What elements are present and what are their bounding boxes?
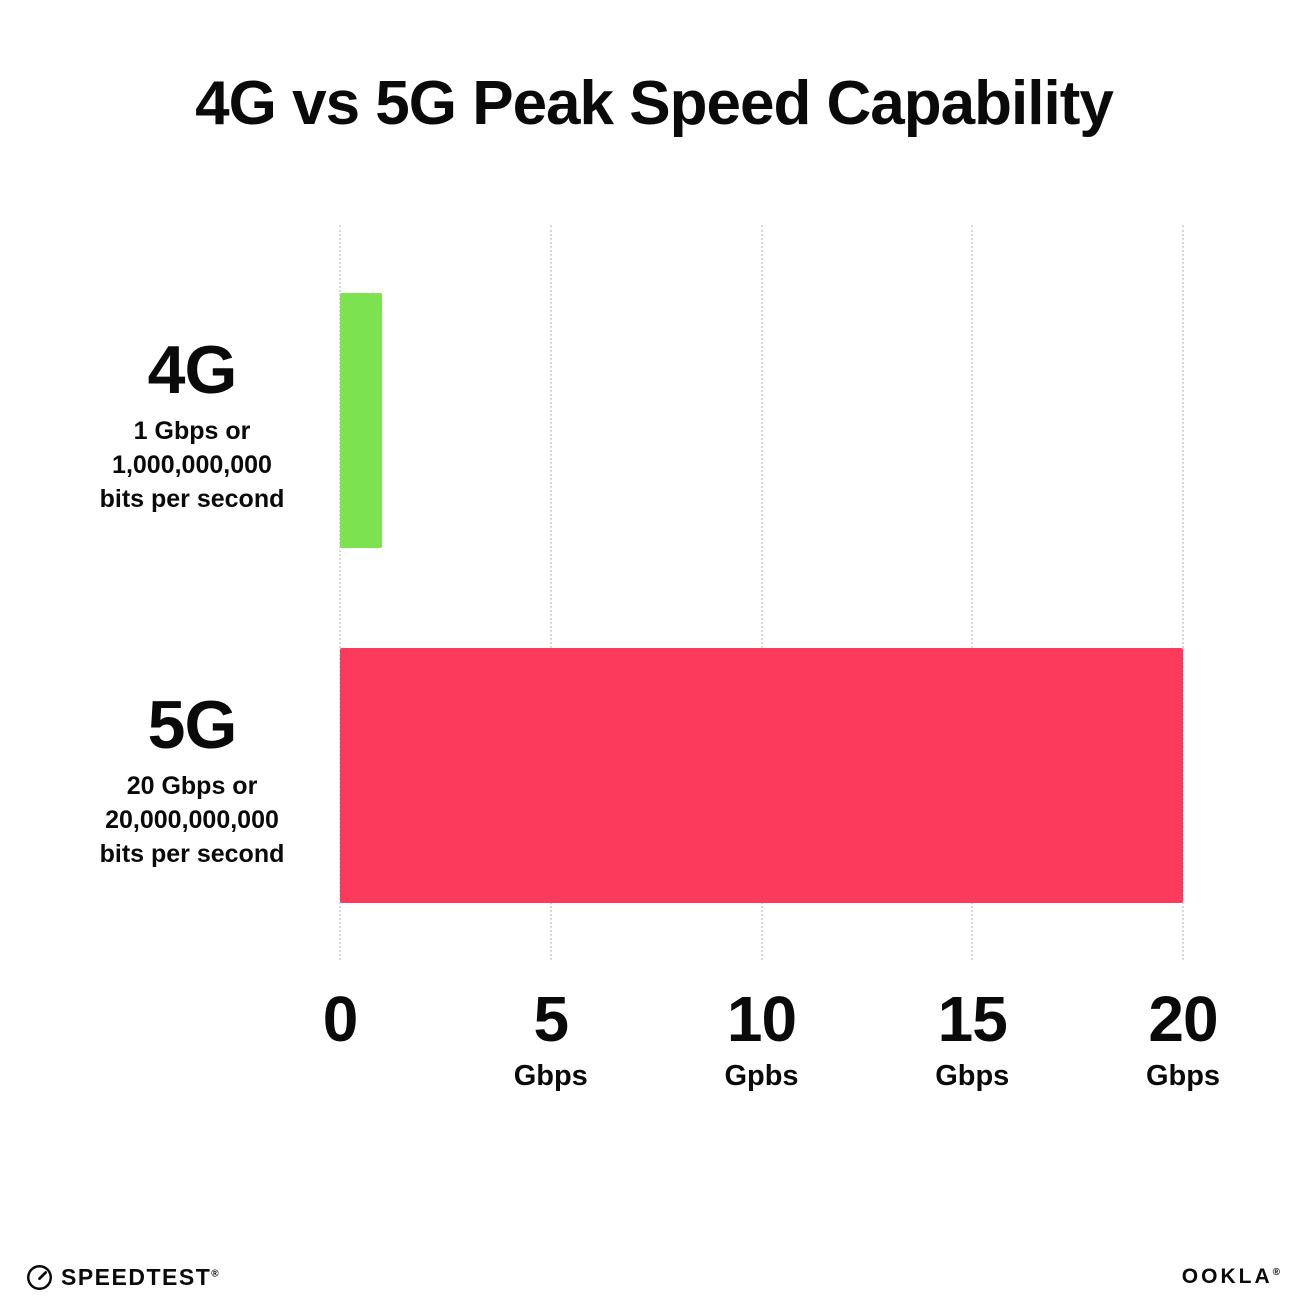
category-sublabel-line: 1 Gbps or — [133, 416, 251, 445]
gridline-5 — [549, 225, 552, 960]
speedtest-logo: SPEEDTEST® — [26, 1264, 219, 1291]
x-tick-unit-20: Gbps — [1145, 1060, 1221, 1092]
category-sublabel-line: 1,000,000,000 — [112, 450, 272, 479]
gridline-10 — [760, 225, 763, 960]
x-tick-15: 15 — [937, 983, 1008, 1055]
gridline-0 — [339, 225, 341, 960]
category-sublabel-line: 20,000,000,000 — [105, 805, 279, 834]
x-tick-10: 10 — [726, 983, 797, 1055]
category-label-4g: 4G 1 Gbps or 1,000,000,000 bits per second — [32, 331, 352, 516]
speedtest-gauge-icon — [26, 1264, 53, 1291]
speedtest-trademark: ® — [211, 1268, 219, 1280]
speedtest-wordmark: SPEEDTEST® — [61, 1264, 219, 1290]
category-label-5g: 5G 20 Gbps or 20,000,000,000 bits per secon… — [32, 686, 352, 871]
x-tick-5: 5 — [533, 983, 569, 1055]
category-name: 5G — [147, 686, 238, 763]
x-tick-unit-5: Gbps — [513, 1060, 588, 1092]
bar-4g — [340, 293, 383, 548]
chart-title: 4G vs 5G Peak Speed Capability — [195, 68, 1114, 138]
x-tick-20: 20 — [1148, 983, 1218, 1055]
category-name: 4G — [147, 331, 238, 408]
ookla-trademark: ® — [1272, 1267, 1280, 1278]
bar-5g — [340, 648, 1183, 903]
category-sublabel-line: bits per second — [99, 839, 285, 868]
category-sublabel-line: bits per second — [99, 484, 285, 513]
x-tick-0: 0 — [322, 983, 359, 1055]
ookla-logo: OOKLA® — [1181, 1265, 1280, 1288]
gridline-20 — [1182, 225, 1184, 960]
x-tick-unit-10: Gpbs — [724, 1060, 799, 1092]
category-sublabel-line: 20 Gbps or — [126, 771, 258, 800]
x-tick-unit-15: Gbps — [935, 1060, 1010, 1092]
gridline-15 — [971, 225, 974, 960]
